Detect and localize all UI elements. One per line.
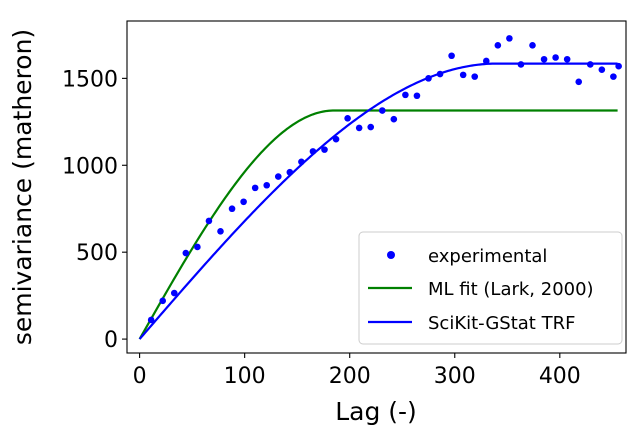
- legend-box: [358, 231, 623, 345]
- data-point: [436, 70, 444, 78]
- data-point: [194, 243, 201, 251]
- data-point: [321, 146, 328, 153]
- plot-frame: [126, 20, 627, 354]
- data-point: [332, 135, 340, 143]
- data-point: [540, 55, 548, 63]
- data-point: [228, 205, 236, 213]
- series-layer: [138, 35, 622, 340]
- data-point: [425, 75, 432, 82]
- legend: experimental ML fit (Lark, 2000) SciKit-…: [358, 231, 623, 345]
- y-axis-title: semivariance (matheron): [8, 29, 37, 345]
- data-point: [448, 52, 455, 60]
- series-line-1: [138, 109, 618, 340]
- data-point: [182, 249, 190, 257]
- data-point: [240, 198, 247, 206]
- data-point: [402, 91, 409, 99]
- data-point: [471, 73, 479, 80]
- data-point: [529, 42, 536, 49]
- data-point: [217, 228, 224, 235]
- data-point: [286, 168, 294, 176]
- series-line-2: [138, 62, 618, 340]
- data-point: [610, 73, 617, 80]
- data-point: [586, 61, 594, 68]
- data-point: [263, 181, 271, 189]
- legend-marker-experimental: [387, 251, 395, 259]
- data-point: [147, 316, 155, 324]
- data-point: [344, 115, 351, 122]
- data-point: [598, 66, 606, 73]
- x-tick-label: 300: [434, 364, 476, 389]
- y-tick-label: 0: [104, 328, 118, 353]
- data-point: [170, 289, 178, 297]
- tick-layer: 0 100 200 300 400 0 500 1000 1500: [62, 67, 581, 389]
- data-point: [367, 123, 375, 131]
- data-point: [378, 107, 386, 114]
- y-tick-label: 500: [76, 241, 118, 266]
- data-point: [205, 217, 213, 225]
- x-tick-label: 0: [133, 364, 147, 389]
- data-point: [494, 42, 502, 49]
- legend-label-ml-fit: ML fit (Lark, 2000): [428, 279, 594, 300]
- y-tick-label: 1000: [62, 154, 118, 179]
- data-point: [274, 173, 282, 180]
- legend-label-experimental: experimental: [428, 246, 547, 267]
- data-point: [390, 115, 398, 123]
- data-point: [309, 148, 317, 155]
- x-tick-label: 200: [329, 364, 371, 389]
- x-tick-label: 100: [224, 364, 266, 389]
- data-point: [298, 158, 305, 166]
- data-point: [355, 124, 363, 132]
- data-point: [251, 184, 259, 192]
- x-tick-label: 400: [539, 364, 581, 389]
- data-point: [159, 297, 167, 305]
- data-point: [615, 62, 622, 70]
- data-point: [506, 35, 513, 42]
- data-point: [413, 92, 421, 100]
- data-point: [552, 54, 559, 61]
- data-point: [482, 57, 490, 65]
- data-point: [459, 71, 467, 79]
- data-point: [563, 55, 571, 63]
- data-point: [575, 78, 583, 86]
- y-tick-label: 1500: [62, 67, 118, 92]
- data-point: [517, 61, 525, 68]
- legend-label-skgstat-trf: SciKit-GStat TRF: [428, 313, 575, 334]
- x-axis-title: Lag (-): [335, 397, 417, 426]
